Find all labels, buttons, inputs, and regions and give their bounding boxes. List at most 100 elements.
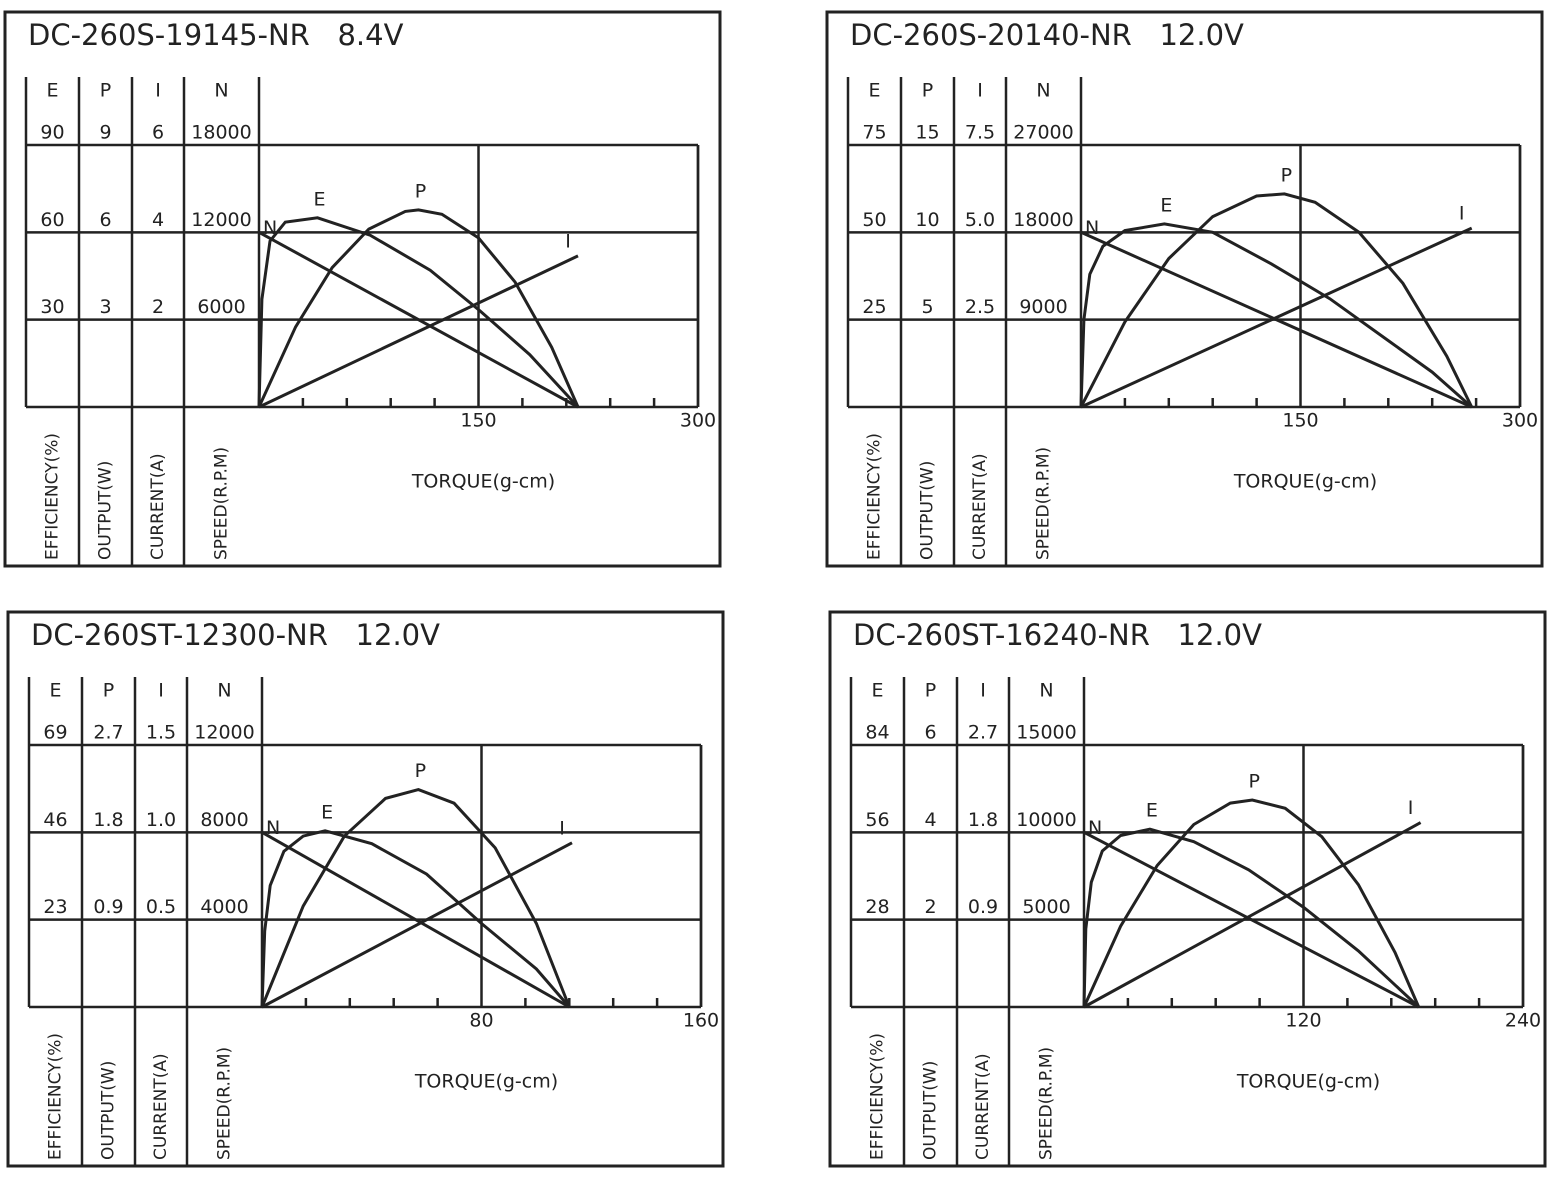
curve-label: P bbox=[415, 180, 426, 202]
axis-name: I bbox=[977, 80, 983, 102]
curve-label: E bbox=[1146, 800, 1158, 822]
axis-label: EFFICIENCY(%) bbox=[865, 433, 885, 560]
y-tick-label: 6 bbox=[152, 122, 164, 144]
axis-name: I bbox=[980, 680, 986, 702]
axis-name: E bbox=[46, 80, 58, 102]
curve-label: I bbox=[1459, 203, 1465, 225]
axis-label: EFFICIENCY(%) bbox=[46, 1033, 66, 1160]
y-tick-label: 1.5 bbox=[146, 722, 176, 744]
chart-panel: DC-260S-20140-NR 12.0V E 25 50 75 EFFICIENCY(… bbox=[825, 10, 1544, 568]
axis-label: SPEED(R.P.M) bbox=[1034, 447, 1054, 560]
chart-panel: DC-260ST-16240-NR 12.0V E 28 56 84 EFFICIENCY… bbox=[828, 610, 1547, 1168]
curve bbox=[1079, 192, 1474, 408]
axis-name: P bbox=[103, 680, 114, 702]
y-tick-label: 8000 bbox=[200, 809, 248, 831]
y-tick-label: 9 bbox=[99, 122, 111, 144]
x-tick-label: 160 bbox=[683, 1010, 719, 1032]
curve-label: N bbox=[266, 817, 280, 839]
y-tick-label: 1.8 bbox=[968, 809, 998, 831]
curve-label: E bbox=[314, 188, 326, 210]
axis-name: E bbox=[49, 680, 61, 702]
curve bbox=[1080, 226, 1473, 409]
curve bbox=[257, 208, 580, 408]
axis-name: E bbox=[871, 680, 883, 702]
curve-label: I bbox=[559, 817, 565, 839]
curve-label: P bbox=[1249, 771, 1260, 793]
x-tick-label: 80 bbox=[469, 1010, 493, 1032]
y-tick-label: 6 bbox=[924, 722, 936, 744]
axis-label: OUTPUT(W) bbox=[96, 461, 116, 560]
curve bbox=[257, 216, 580, 409]
y-tick-label: 2.7 bbox=[93, 722, 123, 744]
axis-label: OUTPUT(W) bbox=[918, 461, 938, 560]
axis-label: EFFICIENCY(%) bbox=[868, 1033, 888, 1160]
y-tick-label: 4000 bbox=[200, 896, 248, 918]
curve-label: N bbox=[263, 217, 277, 239]
curve bbox=[261, 830, 571, 1009]
x-tick-label: 300 bbox=[680, 410, 716, 432]
y-tick-label: 1.8 bbox=[93, 809, 123, 831]
y-tick-label: 15 bbox=[915, 122, 939, 144]
y-tick-label: 69 bbox=[43, 722, 67, 744]
panel-frame bbox=[825, 10, 1544, 568]
curve bbox=[258, 254, 579, 409]
curve bbox=[260, 788, 571, 1008]
chart-title: DC-260S-19145-NR 8.4V bbox=[28, 18, 404, 52]
axis-name: N bbox=[1039, 680, 1053, 702]
y-tick-label: 23 bbox=[43, 896, 67, 918]
y-tick-label: 6000 bbox=[197, 296, 245, 318]
axis-label: SPEED(R.P.M) bbox=[212, 447, 232, 560]
y-tick-label: 50 bbox=[862, 209, 886, 231]
panel-frame bbox=[6, 610, 725, 1168]
y-tick-label: 27000 bbox=[1013, 122, 1073, 144]
y-tick-label: 75 bbox=[862, 122, 886, 144]
x-axis-label: TORQUE(g-cm) bbox=[1233, 471, 1377, 493]
y-tick-label: 25 bbox=[862, 296, 886, 318]
axis-label: CURRENT(A) bbox=[970, 453, 990, 560]
axis-name: E bbox=[868, 80, 880, 102]
curve-label: P bbox=[1281, 164, 1292, 186]
curve bbox=[1083, 830, 1420, 1009]
x-tick-label: 240 bbox=[1505, 1010, 1541, 1032]
curve-label: I bbox=[565, 230, 571, 252]
panel-frame bbox=[828, 610, 1547, 1168]
x-axis-label: TORQUE(g-cm) bbox=[411, 471, 555, 493]
axis-name: I bbox=[158, 680, 164, 702]
y-tick-label: 60 bbox=[40, 209, 64, 231]
axis-label: SPEED(R.P.M) bbox=[1037, 1047, 1057, 1160]
y-tick-label: 56 bbox=[865, 809, 889, 831]
y-tick-label: 18000 bbox=[191, 122, 251, 144]
axis-name: P bbox=[100, 80, 111, 102]
axis-label: CURRENT(A) bbox=[973, 1053, 993, 1160]
axis-label: OUTPUT(W) bbox=[99, 1061, 119, 1160]
curve-label: N bbox=[1085, 217, 1099, 239]
y-tick-label: 12000 bbox=[194, 722, 254, 744]
y-tick-label: 1.0 bbox=[146, 809, 176, 831]
y-tick-label: 0.9 bbox=[93, 896, 123, 918]
y-tick-label: 46 bbox=[43, 809, 67, 831]
y-tick-label: 10 bbox=[915, 209, 939, 231]
x-tick-label: 120 bbox=[1285, 1010, 1321, 1032]
y-tick-label: 90 bbox=[40, 122, 64, 144]
y-tick-label: 12000 bbox=[191, 209, 251, 231]
y-tick-label: 5.0 bbox=[965, 209, 995, 231]
x-tick-label: 150 bbox=[1282, 410, 1318, 432]
curve bbox=[260, 829, 571, 1008]
curve-label: I bbox=[1408, 797, 1414, 819]
chart-title: DC-260S-20140-NR 12.0V bbox=[850, 18, 1244, 52]
curve bbox=[258, 230, 579, 409]
chart-panel: DC-260S-19145-NR 8.4V E 30 60 90 EFFICIENCY(%… bbox=[3, 10, 722, 568]
y-tick-label: 5000 bbox=[1022, 896, 1070, 918]
axis-label: OUTPUT(W) bbox=[921, 1061, 941, 1160]
y-tick-label: 15000 bbox=[1016, 722, 1076, 744]
y-tick-label: 30 bbox=[40, 296, 64, 318]
axis-name: N bbox=[1036, 80, 1050, 102]
y-tick-label: 10000 bbox=[1016, 809, 1076, 831]
curve bbox=[1079, 222, 1473, 409]
curve bbox=[1082, 798, 1421, 1008]
curve bbox=[1080, 230, 1473, 409]
chart-panel: DC-260ST-12300-NR 12.0V E 23 46 69 EFFICIENCY… bbox=[6, 610, 725, 1168]
y-tick-label: 0.9 bbox=[968, 896, 998, 918]
y-tick-label: 5 bbox=[921, 296, 933, 318]
axis-name: N bbox=[217, 680, 231, 702]
